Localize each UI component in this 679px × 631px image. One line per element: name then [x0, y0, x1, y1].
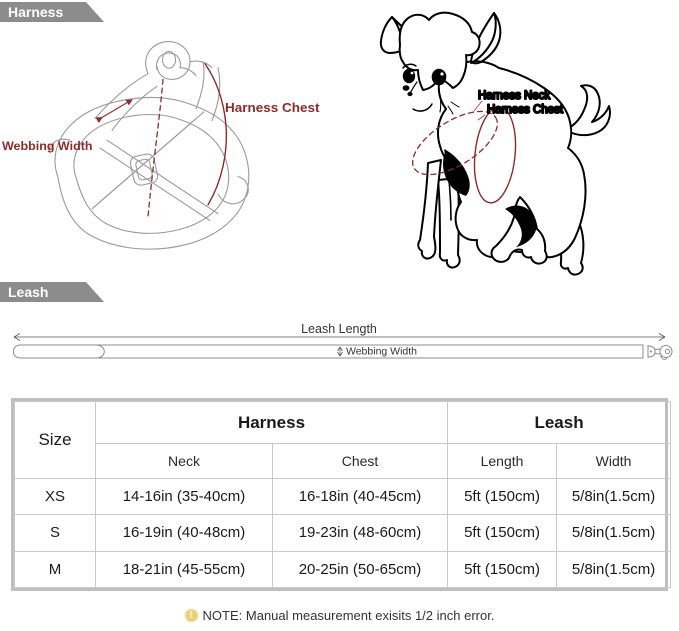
svg-text:Leash: Leash — [8, 284, 48, 300]
svg-text:Webbing Width: Webbing Width — [2, 139, 92, 153]
svg-text:Leash Length: Leash Length — [301, 322, 377, 336]
svg-text:Webbing Width: Webbing Width — [346, 346, 417, 358]
svg-text:Harness Neck: Harness Neck — [478, 90, 550, 102]
svg-text:Harness Chest: Harness Chest — [225, 100, 320, 115]
svg-text:Harness Chest: Harness Chest — [487, 104, 564, 116]
svg-text:Harness: Harness — [8, 4, 63, 20]
